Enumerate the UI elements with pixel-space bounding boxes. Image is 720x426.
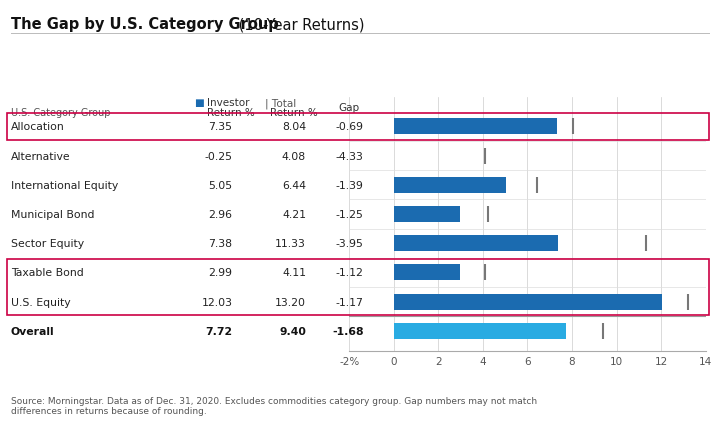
Text: 7.72: 7.72: [205, 326, 233, 336]
Bar: [394, 207, 459, 222]
Text: -4.33: -4.33: [336, 151, 364, 161]
Text: 2.96: 2.96: [209, 210, 233, 219]
Text: 4.08: 4.08: [282, 151, 306, 161]
Text: Return %: Return %: [207, 108, 254, 118]
Text: ■: ■: [194, 98, 204, 108]
Text: 4.11: 4.11: [282, 268, 306, 278]
Text: 11.33: 11.33: [275, 239, 306, 249]
Text: 4.21: 4.21: [282, 210, 306, 219]
Text: Sector Equity: Sector Equity: [11, 239, 84, 249]
Text: (10-Year Returns): (10-Year Returns): [234, 17, 364, 32]
Text: 9.40: 9.40: [279, 326, 306, 336]
Text: -0.25: -0.25: [204, 151, 233, 161]
Text: -1.68: -1.68: [332, 326, 364, 336]
Text: -1.12: -1.12: [336, 268, 364, 278]
Text: 12.03: 12.03: [202, 297, 233, 307]
Text: Overall: Overall: [11, 326, 55, 336]
Text: Gap: Gap: [338, 103, 359, 113]
Text: 6.44: 6.44: [282, 180, 306, 190]
Text: -0.69: -0.69: [336, 122, 364, 132]
Text: 2.99: 2.99: [209, 268, 233, 278]
Text: Taxable Bond: Taxable Bond: [11, 268, 84, 278]
Bar: [394, 265, 460, 281]
Text: -1.25: -1.25: [336, 210, 364, 219]
Text: International Equity: International Equity: [11, 180, 118, 190]
Text: 8.04: 8.04: [282, 122, 306, 132]
Bar: [394, 119, 557, 135]
Text: The Gap by U.S. Category Group: The Gap by U.S. Category Group: [11, 17, 279, 32]
Text: 5.05: 5.05: [208, 180, 233, 190]
Text: 7.38: 7.38: [209, 239, 233, 249]
Text: -3.95: -3.95: [336, 239, 364, 249]
Text: Source: Morningstar. Data as of Dec. 31, 2020. Excludes commodities category gro: Source: Morningstar. Data as of Dec. 31,…: [11, 396, 537, 415]
Text: U.S. Category Group: U.S. Category Group: [11, 108, 110, 118]
Bar: [394, 323, 566, 339]
Text: -1.17: -1.17: [336, 297, 364, 307]
Bar: [394, 236, 558, 252]
Bar: [394, 177, 506, 193]
Text: Alternative: Alternative: [11, 151, 71, 161]
Text: Allocation: Allocation: [11, 122, 65, 132]
Text: -1.39: -1.39: [336, 180, 364, 190]
Text: Municipal Bond: Municipal Bond: [11, 210, 94, 219]
Text: Investor: Investor: [207, 98, 249, 108]
Text: | Total: | Total: [265, 98, 296, 108]
Bar: [394, 294, 662, 310]
Text: Return %: Return %: [270, 108, 318, 118]
Text: 7.35: 7.35: [209, 122, 233, 132]
Text: 13.20: 13.20: [275, 297, 306, 307]
Text: U.S. Equity: U.S. Equity: [11, 297, 71, 307]
